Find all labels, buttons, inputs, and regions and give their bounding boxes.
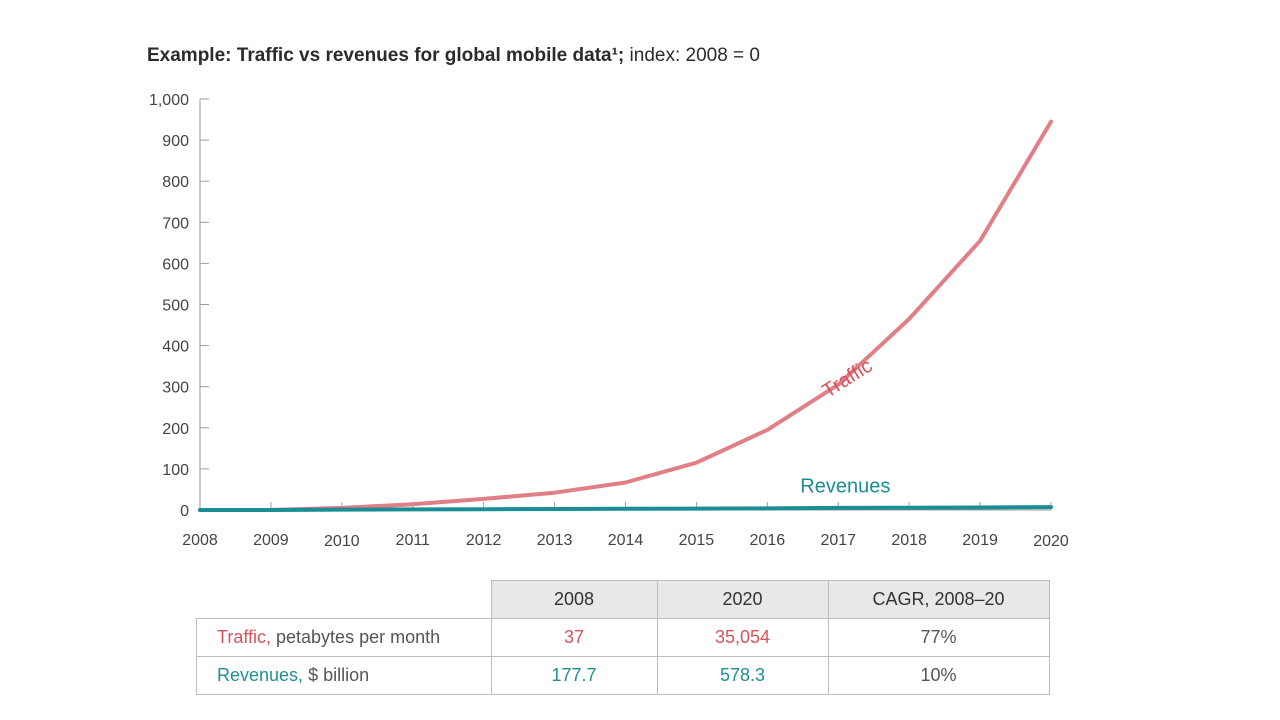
y-tick-label: 800 <box>162 174 189 191</box>
x-axis-ticks: 2008 2009 2010 2011 2012 2013 2014 2015 2016 2017… <box>182 502 1069 550</box>
x-tick-label: 2008 <box>182 532 218 549</box>
y-tick-label: 100 <box>162 462 189 479</box>
y-tick-label: 700 <box>162 215 189 232</box>
x-tick-label: 2013 <box>537 532 573 549</box>
row-label-revenues: Revenues, $ billion <box>196 656 492 695</box>
traffic-cagr: 77% <box>827 618 1050 657</box>
x-tick-label: 2015 <box>679 532 715 549</box>
series-lines <box>198 119 1053 512</box>
table-header-row: 2008 2020 CAGR, 2008–20 <box>196 580 1050 619</box>
y-tick-label: 200 <box>162 421 189 438</box>
y-tick-label: 1,000 <box>149 92 189 109</box>
x-tick-label: 2012 <box>466 532 502 549</box>
y-tick-label: 600 <box>162 256 189 273</box>
y-tick-label: 300 <box>162 380 189 397</box>
table-row-traffic: Traffic, petabytes per month 37 35,054 7… <box>196 618 1050 657</box>
traffic-unit: petabytes per month <box>271 627 441 647</box>
y-axis-ticks: 0 100 200 300 400 500 600 700 800 900 1,000 <box>149 92 209 520</box>
traffic-2020: 35,054 <box>656 618 829 657</box>
revenues-2008: 177.7 <box>490 656 658 695</box>
traffic-line <box>198 119 1053 512</box>
summary-table: 2008 2020 CAGR, 2008–20 Traffic, petabyt… <box>196 580 1050 695</box>
x-tick-label: 2019 <box>962 532 998 549</box>
y-tick-label: 400 <box>162 339 189 356</box>
revenues-series-label: Revenues <box>800 475 890 497</box>
x-tick-label: 2017 <box>820 532 856 549</box>
x-tick-label: 2010 <box>324 533 360 550</box>
revenues-2020: 578.3 <box>656 656 829 695</box>
traffic-series-label: Traffic <box>819 355 877 403</box>
x-tick-label: 2011 <box>396 532 431 549</box>
row-label-traffic: Traffic, petabytes per month <box>196 618 492 657</box>
x-tick-label: 2018 <box>891 532 927 549</box>
revenues-cagr: 10% <box>827 656 1050 695</box>
x-tick-label: 2016 <box>750 532 786 549</box>
table-header-2020: 2020 <box>656 580 829 619</box>
x-tick-label: 2009 <box>253 532 289 549</box>
chart-title-normal: index: 2008 = 0 <box>629 45 760 66</box>
y-tick-label: 900 <box>162 133 189 150</box>
table-header-cagr: CAGR, 2008–20 <box>827 580 1050 619</box>
revenues-line <box>198 505 1053 512</box>
x-tick-label: 2014 <box>608 532 644 549</box>
revenues-label: Revenues, <box>217 665 304 685</box>
table-header-2008: 2008 <box>490 580 658 619</box>
chart-title-bold: Example: Traffic vs revenues for global … <box>147 45 625 66</box>
traffic-2008: 37 <box>490 618 658 657</box>
table-header-blank <box>196 580 492 619</box>
x-tick-label: 2020 <box>1033 533 1069 550</box>
y-tick-label: 0 <box>180 503 189 520</box>
table-row-revenues: Revenues, $ billion 177.7 578.3 10% <box>196 656 1050 695</box>
y-tick-label: 500 <box>162 298 189 315</box>
revenues-unit: $ billion <box>303 665 370 685</box>
traffic-label: Traffic, <box>217 627 272 647</box>
chart-title: Example: Traffic vs revenues for global … <box>147 45 760 67</box>
